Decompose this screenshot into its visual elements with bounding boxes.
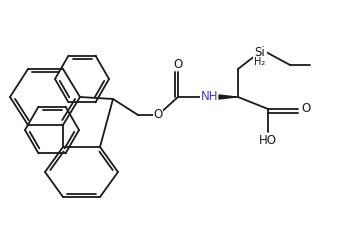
Text: O: O [301, 103, 311, 116]
Text: NH: NH [201, 91, 219, 104]
Text: O: O [173, 57, 183, 71]
Text: Si: Si [255, 45, 266, 59]
Text: H₂: H₂ [254, 57, 266, 67]
Text: HO: HO [259, 133, 277, 146]
Text: O: O [153, 109, 163, 121]
Polygon shape [219, 95, 236, 99]
